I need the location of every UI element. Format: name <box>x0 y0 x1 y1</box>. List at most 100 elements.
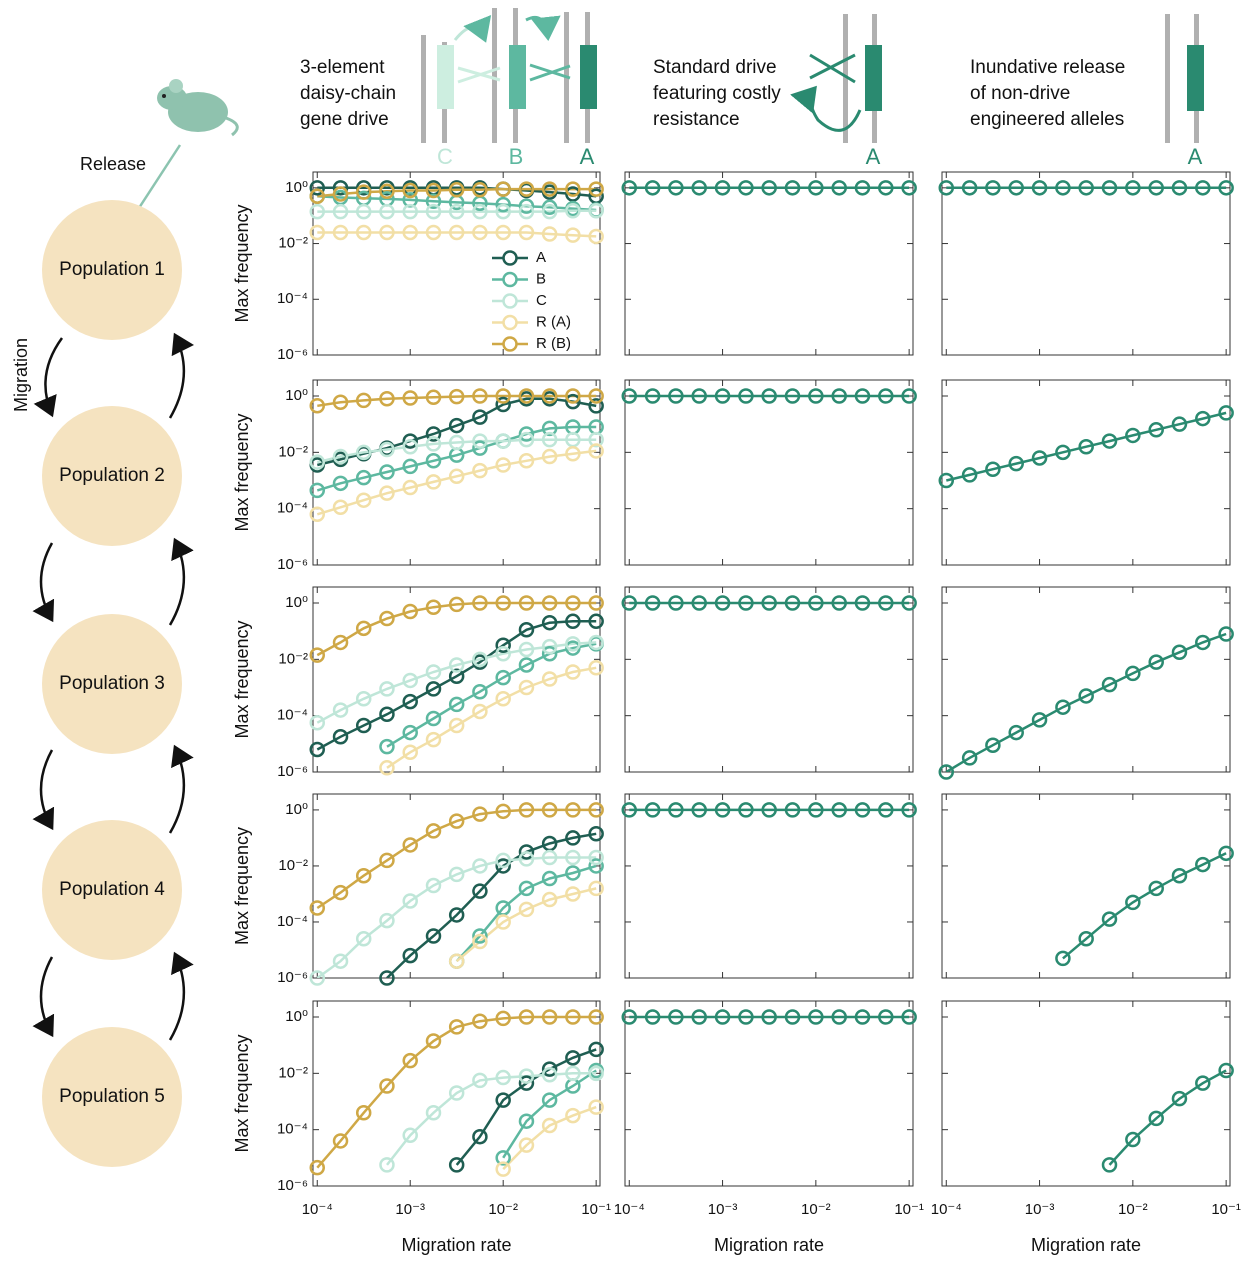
data-point <box>565 802 581 818</box>
plot-frame <box>312 586 601 773</box>
data-point <box>355 620 372 637</box>
chart: 10⁻⁶ 10⁻⁴ 10⁻² 10⁰ Max frequency ABC R (A) R (B… <box>232 171 604 363</box>
chart <box>621 793 917 979</box>
plot-frame <box>624 586 914 773</box>
header-panel: 3-element daisy-chain gene drive C B A <box>300 8 597 169</box>
data-point <box>332 1133 349 1149</box>
x-tick-label: 10⁻¹ <box>894 1201 924 1218</box>
data-point <box>332 499 349 516</box>
data-point <box>355 931 372 947</box>
data-point <box>379 706 395 723</box>
data-point <box>761 595 777 611</box>
data-point <box>402 433 418 449</box>
header-panel: Inundative release of non-drive engineer… <box>970 14 1204 169</box>
chart <box>938 379 1234 566</box>
data-point <box>332 180 349 196</box>
data-point <box>1195 634 1211 651</box>
data-point <box>355 469 372 486</box>
data-point <box>985 461 1001 477</box>
data-point <box>878 388 894 404</box>
data-point <box>714 595 731 611</box>
data-point <box>518 880 535 897</box>
data-point <box>1125 427 1141 444</box>
legend-swatch <box>502 314 518 331</box>
series-line <box>316 856 597 978</box>
data-point <box>808 388 824 404</box>
data-point <box>402 837 418 853</box>
x-tick-label: 10⁻² <box>488 1201 518 1218</box>
data-point <box>355 224 372 241</box>
y-tick-label: 10⁰ <box>285 1008 308 1025</box>
data-point <box>495 433 511 449</box>
data-point <box>961 750 978 766</box>
population-label: Population 3 <box>59 673 165 694</box>
data-point <box>714 180 731 196</box>
data-point <box>691 802 707 818</box>
data-point <box>355 203 372 220</box>
data-point <box>472 806 488 822</box>
data-point <box>588 203 604 219</box>
data-point <box>472 433 488 449</box>
y-tick-label: 10⁻⁶ <box>277 346 308 363</box>
data-point <box>738 180 754 196</box>
x-tick-label: 10⁻³ <box>708 1201 738 1218</box>
data-point <box>1148 654 1164 670</box>
data-point <box>309 188 326 204</box>
data-point <box>878 802 894 818</box>
data-point <box>1218 405 1234 421</box>
data-point <box>425 599 442 615</box>
series-line <box>502 1069 597 1159</box>
data-point <box>901 1009 917 1025</box>
legend-label: A <box>536 249 546 266</box>
legend-swatch <box>502 293 518 309</box>
data-point <box>309 398 326 414</box>
data-point <box>541 199 558 216</box>
plot-frame <box>312 1000 601 1187</box>
data-point <box>518 844 535 860</box>
data-point <box>854 1009 871 1025</box>
y-tick-label: 10⁻⁶ <box>277 969 308 986</box>
data-point <box>495 852 511 869</box>
series-line <box>316 1015 597 1169</box>
data-point <box>565 388 581 404</box>
data-point <box>784 180 801 196</box>
plot-frame <box>941 171 1231 356</box>
data-point <box>379 203 395 220</box>
population-diagram: Release Migration Population 1 Populatio… <box>11 79 239 1167</box>
plot-frame <box>941 1000 1231 1187</box>
series-line <box>946 411 1227 482</box>
series-line <box>317 397 597 467</box>
data-point <box>1195 180 1211 196</box>
x-tick-label: 10⁻² <box>801 1201 831 1218</box>
data-point <box>565 186 581 202</box>
data-point <box>738 802 754 818</box>
data-point <box>808 802 824 818</box>
data-point <box>541 802 558 818</box>
data-point <box>565 445 581 462</box>
y-axis-label: Max frequency <box>232 1034 252 1152</box>
data-point <box>621 595 638 611</box>
data-point <box>1101 180 1118 196</box>
data-point <box>402 390 418 406</box>
chart: 10⁻⁶ 10⁻⁴ 10⁻² 10⁰ 10⁻⁴ 10⁻³ 10⁻² 10⁻¹ Max frequ… <box>232 1000 611 1255</box>
data-point <box>1148 1110 1164 1127</box>
plot-frame <box>312 171 601 356</box>
data-point <box>309 224 326 241</box>
data-point <box>332 634 349 651</box>
x-tick-label: 10⁻³ <box>1025 1201 1055 1218</box>
data-point <box>448 866 465 883</box>
data-point <box>1055 444 1071 461</box>
data-point <box>901 180 917 196</box>
data-point <box>495 224 511 241</box>
data-point <box>1078 931 1094 947</box>
data-point <box>518 595 535 611</box>
data-point <box>472 1013 488 1029</box>
chart <box>621 586 917 773</box>
data-point <box>644 595 661 611</box>
chart: 10⁻⁶ 10⁻⁴ 10⁻² 10⁰ Max frequency <box>232 379 604 573</box>
data-point <box>588 802 604 818</box>
header-text: resistance <box>653 109 740 130</box>
data-point <box>644 1009 661 1025</box>
header-text: featuring costly <box>653 83 781 104</box>
data-point <box>518 901 535 918</box>
